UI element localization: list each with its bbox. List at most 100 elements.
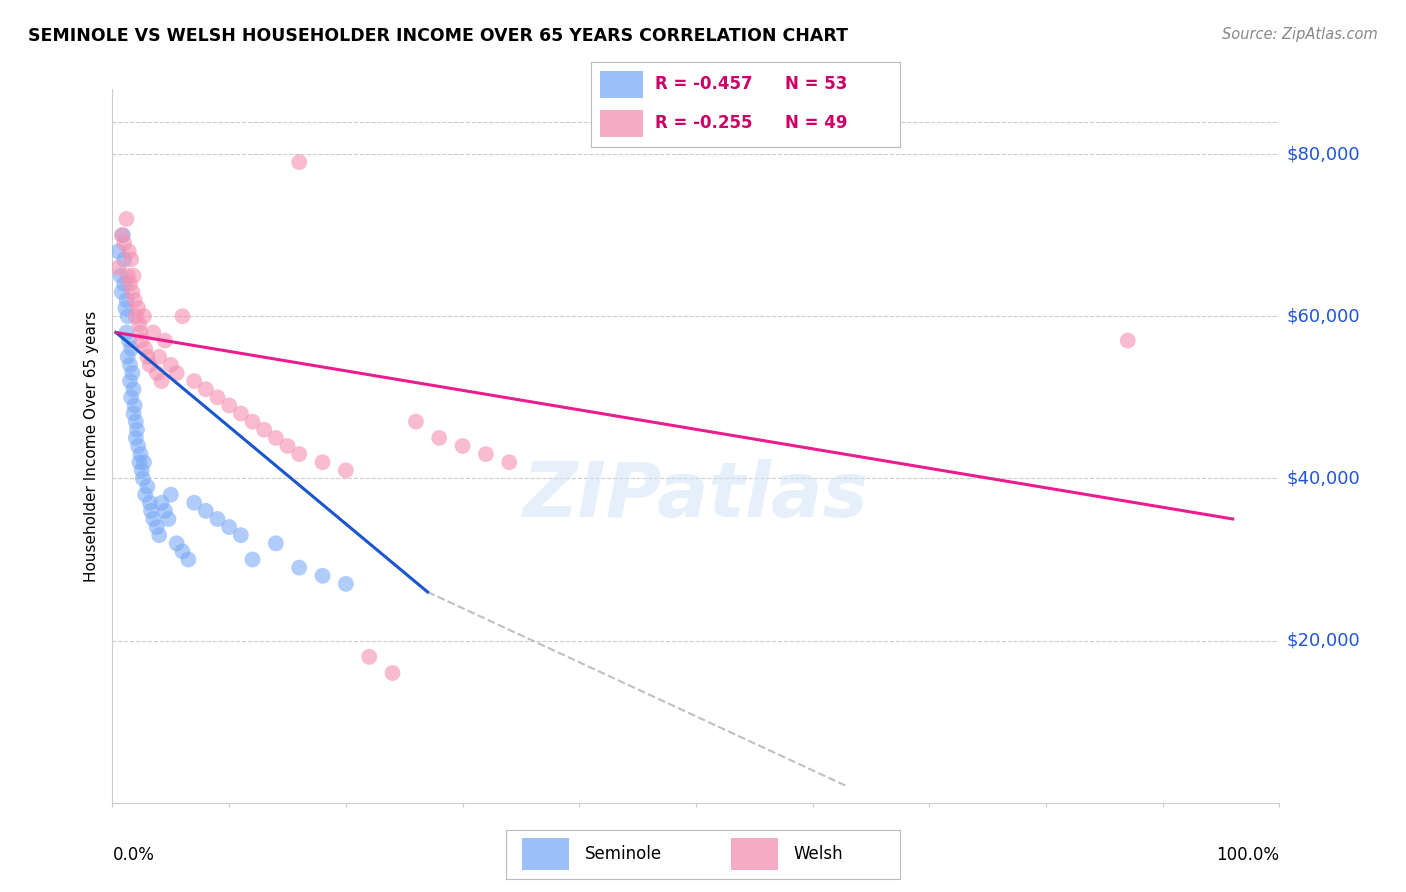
Point — [136, 479, 159, 493]
Point — [132, 455, 155, 469]
Text: 0.0%: 0.0% — [112, 846, 155, 863]
Point — [122, 268, 145, 283]
Point — [451, 439, 474, 453]
Point — [253, 423, 276, 437]
Point — [124, 293, 146, 307]
Point — [111, 228, 134, 243]
Point — [142, 326, 165, 340]
Point — [115, 211, 138, 226]
Point — [405, 415, 427, 429]
Text: N = 53: N = 53 — [786, 76, 848, 94]
Point — [150, 496, 173, 510]
Point — [264, 431, 287, 445]
Point — [129, 326, 152, 340]
Bar — [522, 838, 569, 870]
Point — [121, 366, 143, 380]
Point — [117, 268, 139, 283]
Point — [229, 528, 252, 542]
Point — [172, 544, 194, 558]
Point — [114, 301, 136, 315]
Point — [121, 285, 143, 299]
Point — [111, 228, 134, 243]
Point — [218, 520, 240, 534]
Point — [118, 334, 141, 348]
Text: R = -0.255: R = -0.255 — [655, 114, 754, 132]
Point — [153, 504, 176, 518]
Bar — [731, 838, 778, 870]
Point — [139, 496, 162, 510]
Point — [288, 560, 311, 574]
Point — [194, 504, 217, 518]
Point — [335, 577, 357, 591]
Text: R = -0.457: R = -0.457 — [655, 76, 754, 94]
Point — [242, 552, 264, 566]
Text: $20,000: $20,000 — [1286, 632, 1360, 649]
Text: $40,000: $40,000 — [1286, 469, 1360, 487]
Point — [118, 358, 141, 372]
Text: N = 49: N = 49 — [786, 114, 848, 132]
Point — [131, 463, 153, 477]
Point — [148, 350, 170, 364]
Point — [288, 447, 311, 461]
Point — [122, 382, 145, 396]
Point — [132, 310, 155, 324]
Point — [160, 488, 183, 502]
Point — [125, 310, 148, 324]
Point — [117, 310, 139, 324]
Point — [157, 512, 180, 526]
Point — [207, 512, 229, 526]
Point — [127, 439, 149, 453]
Point — [120, 342, 142, 356]
Point — [166, 366, 188, 380]
Text: $60,000: $60,000 — [1286, 307, 1360, 326]
Point — [122, 407, 145, 421]
Bar — [600, 110, 643, 137]
Point — [125, 423, 148, 437]
Point — [115, 293, 138, 307]
Point — [112, 277, 135, 291]
Point — [335, 463, 357, 477]
Point — [134, 342, 156, 356]
Point — [150, 374, 173, 388]
Point — [125, 431, 148, 445]
Point — [110, 268, 132, 283]
Point — [183, 496, 205, 510]
Point — [183, 374, 205, 388]
Point — [311, 568, 333, 582]
Y-axis label: Householder Income Over 65 years: Householder Income Over 65 years — [83, 310, 98, 582]
Point — [107, 260, 129, 275]
Point — [124, 399, 146, 413]
Point — [136, 350, 159, 364]
Point — [125, 415, 148, 429]
Point — [112, 252, 135, 267]
Point — [381, 666, 404, 681]
Point — [118, 244, 141, 259]
Point — [1116, 334, 1139, 348]
Point — [427, 431, 450, 445]
Point — [166, 536, 188, 550]
Point — [229, 407, 252, 421]
Point — [498, 455, 520, 469]
Point — [111, 285, 134, 299]
Point — [131, 334, 153, 348]
Text: Welsh: Welsh — [793, 845, 844, 863]
Point — [139, 504, 162, 518]
Point — [107, 244, 129, 259]
Point — [276, 439, 298, 453]
Point — [129, 447, 152, 461]
Point — [132, 471, 155, 485]
Point — [160, 358, 183, 372]
Point — [311, 455, 333, 469]
Point — [242, 415, 264, 429]
Point — [194, 382, 217, 396]
Point — [475, 447, 498, 461]
Text: Seminole: Seminole — [585, 845, 662, 863]
Point — [177, 552, 200, 566]
Point — [218, 399, 240, 413]
Point — [142, 512, 165, 526]
Point — [139, 358, 162, 372]
Point — [117, 350, 139, 364]
Point — [115, 326, 138, 340]
Point — [172, 310, 194, 324]
Point — [146, 366, 169, 380]
